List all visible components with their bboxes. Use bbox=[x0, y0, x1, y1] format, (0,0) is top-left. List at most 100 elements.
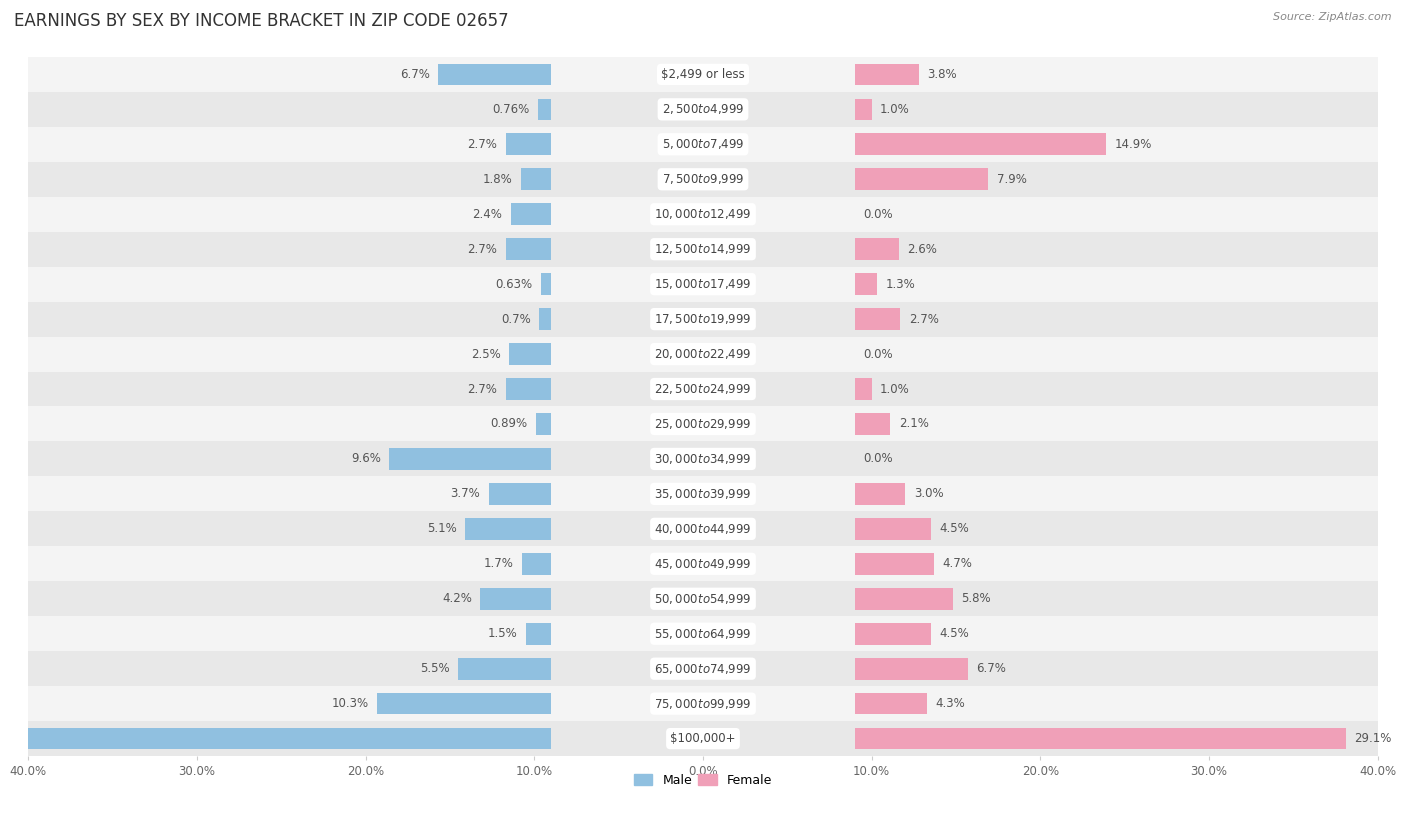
Bar bbox=[855, 98, 872, 120]
Bar bbox=[506, 238, 551, 260]
Bar bbox=[855, 63, 920, 85]
Text: Source: ZipAtlas.com: Source: ZipAtlas.com bbox=[1274, 12, 1392, 22]
Bar bbox=[28, 686, 1378, 721]
Text: $2,500 to $4,999: $2,500 to $4,999 bbox=[662, 102, 744, 116]
Text: $10,000 to $12,499: $10,000 to $12,499 bbox=[654, 207, 752, 221]
Text: $50,000 to $54,999: $50,000 to $54,999 bbox=[654, 592, 752, 606]
Bar bbox=[855, 658, 967, 680]
Text: 1.7%: 1.7% bbox=[484, 558, 515, 570]
Bar bbox=[536, 413, 551, 435]
Bar bbox=[28, 651, 1378, 686]
Bar bbox=[855, 553, 934, 575]
Text: 2.1%: 2.1% bbox=[898, 418, 928, 430]
Text: $25,000 to $29,999: $25,000 to $29,999 bbox=[654, 417, 752, 431]
Bar bbox=[855, 483, 905, 505]
Bar bbox=[28, 721, 1378, 756]
Bar bbox=[855, 133, 1107, 155]
Text: $5,000 to $7,499: $5,000 to $7,499 bbox=[662, 137, 744, 151]
Text: 1.0%: 1.0% bbox=[880, 383, 910, 395]
Bar bbox=[540, 308, 551, 330]
Text: 4.2%: 4.2% bbox=[441, 593, 472, 605]
Bar bbox=[523, 553, 551, 575]
Text: 5.1%: 5.1% bbox=[427, 523, 457, 535]
Bar bbox=[855, 588, 953, 610]
Text: 9.6%: 9.6% bbox=[352, 453, 381, 465]
Text: $35,000 to $39,999: $35,000 to $39,999 bbox=[654, 487, 752, 501]
Bar bbox=[439, 63, 551, 85]
Text: 0.63%: 0.63% bbox=[495, 278, 531, 290]
Text: 6.7%: 6.7% bbox=[976, 663, 1007, 675]
Bar bbox=[28, 511, 1378, 546]
Bar bbox=[489, 483, 551, 505]
Text: $22,500 to $24,999: $22,500 to $24,999 bbox=[654, 382, 752, 396]
Bar bbox=[506, 133, 551, 155]
Bar bbox=[377, 693, 551, 715]
Bar bbox=[855, 273, 877, 295]
Text: 2.7%: 2.7% bbox=[467, 138, 498, 150]
Text: 4.5%: 4.5% bbox=[939, 523, 969, 535]
Text: $20,000 to $22,499: $20,000 to $22,499 bbox=[654, 347, 752, 361]
Legend: Male, Female: Male, Female bbox=[628, 769, 778, 792]
Text: 5.5%: 5.5% bbox=[420, 663, 450, 675]
Bar bbox=[389, 448, 551, 470]
Bar bbox=[465, 518, 551, 540]
Text: 4.5%: 4.5% bbox=[939, 628, 969, 640]
Text: 2.4%: 2.4% bbox=[472, 208, 502, 220]
Bar bbox=[28, 372, 1378, 406]
Text: $15,000 to $17,499: $15,000 to $17,499 bbox=[654, 277, 752, 291]
Text: $55,000 to $64,999: $55,000 to $64,999 bbox=[654, 627, 752, 641]
Text: 0.0%: 0.0% bbox=[863, 208, 893, 220]
Bar bbox=[510, 203, 551, 225]
Bar bbox=[855, 413, 890, 435]
Bar bbox=[28, 127, 1378, 162]
Bar bbox=[526, 623, 551, 645]
Text: 3.7%: 3.7% bbox=[450, 488, 481, 500]
Bar bbox=[28, 616, 1378, 651]
Text: $45,000 to $49,999: $45,000 to $49,999 bbox=[654, 557, 752, 571]
Text: 2.7%: 2.7% bbox=[908, 313, 939, 325]
Text: 2.6%: 2.6% bbox=[907, 243, 936, 255]
Text: 7.9%: 7.9% bbox=[997, 173, 1026, 185]
Text: 0.0%: 0.0% bbox=[863, 453, 893, 465]
Text: $40,000 to $44,999: $40,000 to $44,999 bbox=[654, 522, 752, 536]
Bar bbox=[540, 273, 551, 295]
Text: 0.7%: 0.7% bbox=[501, 313, 531, 325]
Bar bbox=[855, 693, 928, 715]
Text: $75,000 to $99,999: $75,000 to $99,999 bbox=[654, 697, 752, 711]
Text: 6.7%: 6.7% bbox=[399, 68, 430, 80]
Text: 3.0%: 3.0% bbox=[914, 488, 943, 500]
Bar bbox=[28, 406, 1378, 441]
Bar bbox=[0, 728, 551, 750]
Text: 10.3%: 10.3% bbox=[332, 698, 368, 710]
Text: 14.9%: 14.9% bbox=[1115, 138, 1152, 150]
Text: 4.3%: 4.3% bbox=[936, 698, 966, 710]
Bar bbox=[28, 57, 1378, 92]
Bar bbox=[28, 476, 1378, 511]
Text: 0.76%: 0.76% bbox=[492, 103, 530, 115]
Bar bbox=[855, 378, 872, 400]
Text: 3.8%: 3.8% bbox=[928, 68, 957, 80]
Text: 1.0%: 1.0% bbox=[880, 103, 910, 115]
Bar bbox=[28, 546, 1378, 581]
Text: $30,000 to $34,999: $30,000 to $34,999 bbox=[654, 452, 752, 466]
Bar bbox=[28, 267, 1378, 302]
Text: 2.5%: 2.5% bbox=[471, 348, 501, 360]
Text: $100,000+: $100,000+ bbox=[671, 733, 735, 745]
Text: EARNINGS BY SEX BY INCOME BRACKET IN ZIP CODE 02657: EARNINGS BY SEX BY INCOME BRACKET IN ZIP… bbox=[14, 12, 509, 30]
Bar bbox=[28, 162, 1378, 197]
Text: 0.0%: 0.0% bbox=[863, 348, 893, 360]
Text: 1.3%: 1.3% bbox=[886, 278, 915, 290]
Bar bbox=[28, 441, 1378, 476]
Bar bbox=[855, 168, 988, 190]
Text: 1.8%: 1.8% bbox=[482, 173, 512, 185]
Bar bbox=[509, 343, 551, 365]
Bar bbox=[28, 232, 1378, 267]
Text: 29.1%: 29.1% bbox=[1354, 733, 1392, 745]
Bar bbox=[481, 588, 551, 610]
Bar bbox=[520, 168, 551, 190]
Text: 4.7%: 4.7% bbox=[942, 558, 973, 570]
Bar bbox=[28, 197, 1378, 232]
Text: $12,500 to $14,999: $12,500 to $14,999 bbox=[654, 242, 752, 256]
Bar bbox=[855, 518, 931, 540]
Bar bbox=[28, 302, 1378, 337]
